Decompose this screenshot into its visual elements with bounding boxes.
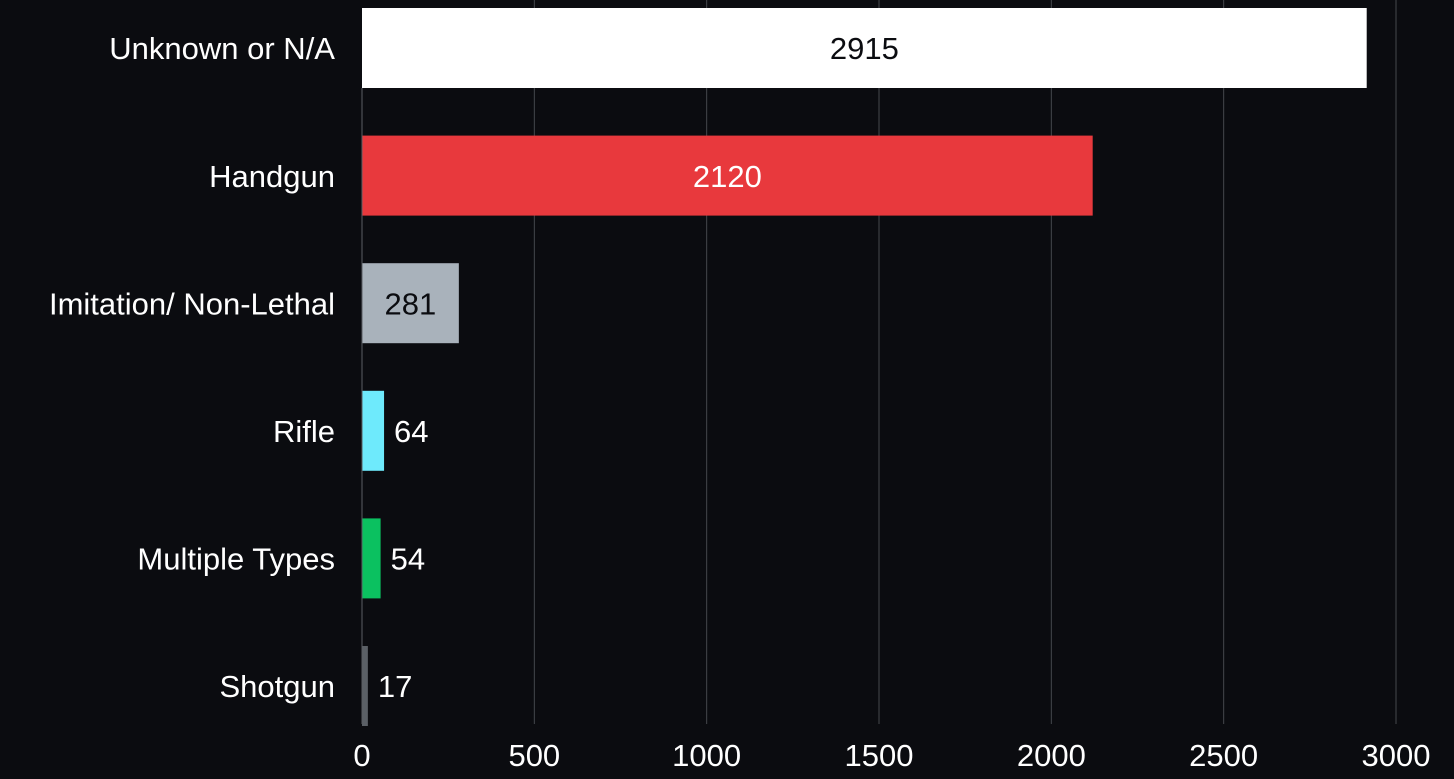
bars (362, 8, 1367, 726)
data-labels: 2915 2120 281 64 54 17 (378, 31, 899, 704)
data-label-multiple-types: 54 (391, 542, 425, 577)
x-tick-label-3000: 3000 (1362, 738, 1431, 773)
data-label-unknown-or-n-a: 2915 (830, 31, 899, 66)
x-tick-label-2500: 2500 (1189, 738, 1258, 773)
data-label-handgun: 2120 (693, 159, 762, 194)
category-labels: Unknown or N/A Handgun Imitation/ Non-Leth… (49, 31, 335, 704)
category-label-shotgun: Shotgun (220, 669, 336, 704)
x-tick-label-1000: 1000 (672, 738, 741, 773)
x-tick-label-1500: 1500 (845, 738, 914, 773)
x-tick-label-2000: 2000 (1017, 738, 1086, 773)
category-label-handgun: Handgun (209, 159, 335, 194)
category-label-multiple-types: Multiple Types (137, 542, 335, 577)
x-tick-label-0: 0 (353, 738, 370, 773)
bar-unknown-or-n-a[interactable] (362, 8, 1367, 88)
bar-multiple-types[interactable] (362, 518, 381, 599)
bar-handgun[interactable] (362, 135, 1093, 216)
category-label-rifle: Rifle (273, 414, 335, 449)
gridlines (533, 0, 1397, 724)
data-label-imitation-non-lethal: 281 (385, 286, 437, 321)
bar-rifle[interactable] (362, 390, 385, 471)
x-tick-labels: 0 500 1000 1500 2000 2500 3000 (353, 738, 1430, 773)
category-label-imitation-non-lethal: Imitation/ Non-Lethal (49, 286, 335, 321)
data-label-shotgun: 17 (378, 669, 412, 704)
data-label-rifle: 64 (394, 414, 428, 449)
category-label-unknown-or-n-a: Unknown or N/A (109, 31, 335, 66)
x-tick-label-500: 500 (508, 738, 560, 773)
bar-imitation-non-lethal[interactable] (362, 263, 459, 344)
bar-shotgun[interactable] (362, 646, 368, 726)
